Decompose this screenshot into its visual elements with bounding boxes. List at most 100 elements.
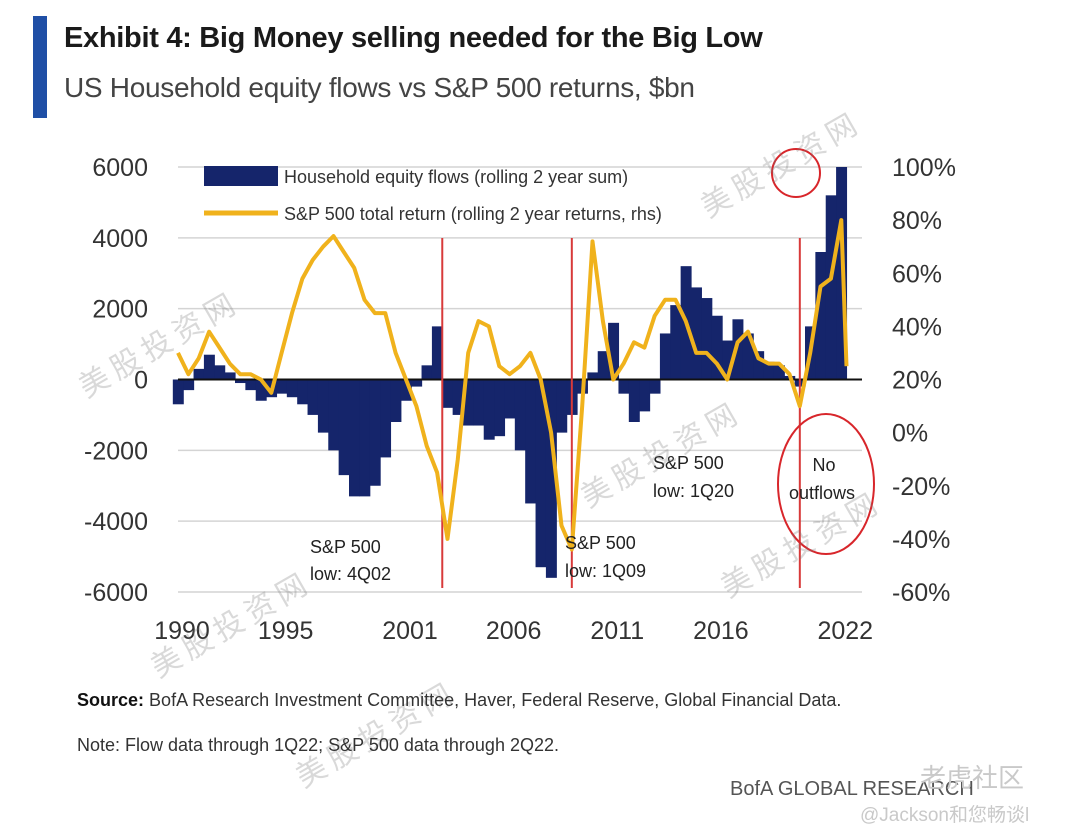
flow-bar	[649, 379, 661, 394]
x-tick-label: 2011	[590, 617, 644, 645]
right-axis-ticks: 100% 80% 60% 40% 20% 0% -20% -40% -60%	[892, 154, 956, 607]
left-tick-label: 0	[134, 367, 148, 395]
flow-bar	[235, 379, 246, 384]
source-line: Source: BofA Research Investment Committ…	[77, 690, 841, 711]
brand-label: BofA GLOBAL RESEARCH	[730, 778, 974, 800]
flow-bar	[545, 379, 557, 578]
chart-subtitle: US Household equity flows vs S&P 500 ret…	[64, 72, 695, 103]
annotation-low-1q09-line2: low: 1Q09	[565, 561, 646, 581]
flow-bar	[483, 379, 495, 440]
flow-bar	[307, 379, 319, 415]
flow-bar	[369, 379, 381, 486]
flow-bar	[742, 333, 754, 380]
annotation-no-outflows-line1: No	[812, 455, 835, 475]
flow-bar	[349, 379, 360, 497]
right-tick-label: 60%	[892, 260, 942, 288]
site-watermark: 老虎社区	[920, 763, 1025, 793]
flow-bar	[286, 379, 298, 398]
peak-highlight-circle	[771, 148, 821, 198]
right-tick-label: 40%	[892, 313, 942, 341]
flow-bar	[763, 361, 775, 380]
flow-bar	[494, 379, 506, 437]
flow-bar	[732, 319, 744, 380]
flow-bar	[514, 379, 526, 451]
flow-bar	[670, 305, 682, 380]
right-tick-label: 0%	[892, 420, 928, 448]
flow-bar	[773, 365, 785, 380]
flow-bar	[659, 333, 671, 380]
flow-bar	[597, 351, 609, 380]
flow-bar	[328, 379, 340, 451]
sp500-line	[176, 218, 849, 552]
user-watermark: @Jackson和您畅谈l	[860, 805, 1030, 826]
chart-title: Exhibit 4: Big Money selling needed for …	[64, 22, 763, 54]
legend: Household equity flows (rolling 2 year s…	[204, 166, 662, 224]
flow-bar	[255, 379, 267, 401]
flow-bar	[338, 379, 350, 476]
flow-bar	[639, 379, 651, 412]
left-tick-label: -2000	[84, 437, 148, 465]
left-tick-label: 2000	[92, 296, 148, 324]
flow-bar	[753, 351, 765, 380]
flow-bar	[825, 195, 837, 380]
flow-bar	[224, 372, 236, 380]
flow-bar	[431, 326, 443, 380]
left-axis-ticks: 6000 4000 2000 0 -2000 -4000 -6000	[84, 154, 148, 607]
flow-bar	[628, 379, 640, 422]
flow-bar	[618, 379, 630, 394]
flow-bar	[390, 379, 402, 422]
legend-label-flows: Household equity flows (rolling 2 year s…	[284, 167, 628, 187]
flow-bar	[722, 340, 734, 380]
x-axis-ticks: 1990 1995 2001 2006 2011 2016 2022	[154, 617, 873, 645]
left-tick-label: 4000	[92, 225, 148, 253]
flow-bar	[535, 379, 547, 568]
title-accent-bar	[33, 16, 47, 118]
flow-bar	[504, 379, 516, 419]
annotation-low-1q20-line1: S&P 500	[653, 453, 724, 473]
right-tick-label: -20%	[892, 473, 950, 501]
flow-bar	[587, 372, 599, 380]
flow-bar	[452, 379, 464, 415]
flow-bar	[297, 379, 309, 405]
flow-bar	[815, 252, 827, 380]
annotation-low-4q02-line1: S&P 500	[310, 537, 381, 557]
left-tick-label: -4000	[84, 508, 148, 536]
flow-bar	[711, 315, 723, 380]
left-tick-label: -6000	[84, 579, 148, 607]
flow-bar	[245, 379, 257, 391]
flow-bar	[463, 379, 474, 426]
flow-bar	[556, 379, 568, 433]
flow-bar	[400, 379, 412, 401]
flow-bar	[317, 379, 329, 433]
flow-bar	[411, 379, 423, 387]
right-tick-label: -40%	[892, 526, 950, 554]
annotation-low-4q02-line2: low: 4Q02	[310, 564, 391, 584]
x-tick-label: 1990	[154, 617, 210, 645]
flow-bar	[276, 379, 288, 394]
flow-bar	[214, 365, 226, 380]
annotations: S&P 500 low: 4Q02 S&P 500 low: 1Q09 S&P …	[310, 148, 875, 584]
left-tick-label: 6000	[92, 154, 148, 182]
flow-bar	[193, 368, 205, 380]
right-tick-label: -60%	[892, 579, 950, 607]
flow-bar	[421, 365, 433, 380]
flow-bar	[203, 354, 215, 380]
flow-bar	[359, 379, 371, 497]
source-text: BofA Research Investment Committee, Have…	[149, 690, 842, 710]
flow-bar	[183, 379, 195, 391]
right-tick-label: 20%	[892, 367, 942, 395]
legend-label-sp500: S&P 500 total return (rolling 2 year ret…	[284, 204, 662, 224]
x-tick-label: 1995	[258, 617, 314, 645]
source-label: Source:	[77, 690, 145, 710]
right-tick-label: 100%	[892, 154, 956, 182]
annotation-no-outflows-line2: outflows	[789, 483, 855, 503]
flow-bar	[691, 287, 702, 380]
legend-swatch-flows	[204, 166, 278, 186]
x-tick-label: 2016	[693, 617, 749, 645]
flow-bar	[473, 379, 485, 426]
flow-bar	[442, 379, 454, 408]
flow-bar	[380, 379, 392, 458]
no-outflows-circle	[777, 413, 875, 555]
x-tick-label: 2001	[382, 617, 438, 645]
